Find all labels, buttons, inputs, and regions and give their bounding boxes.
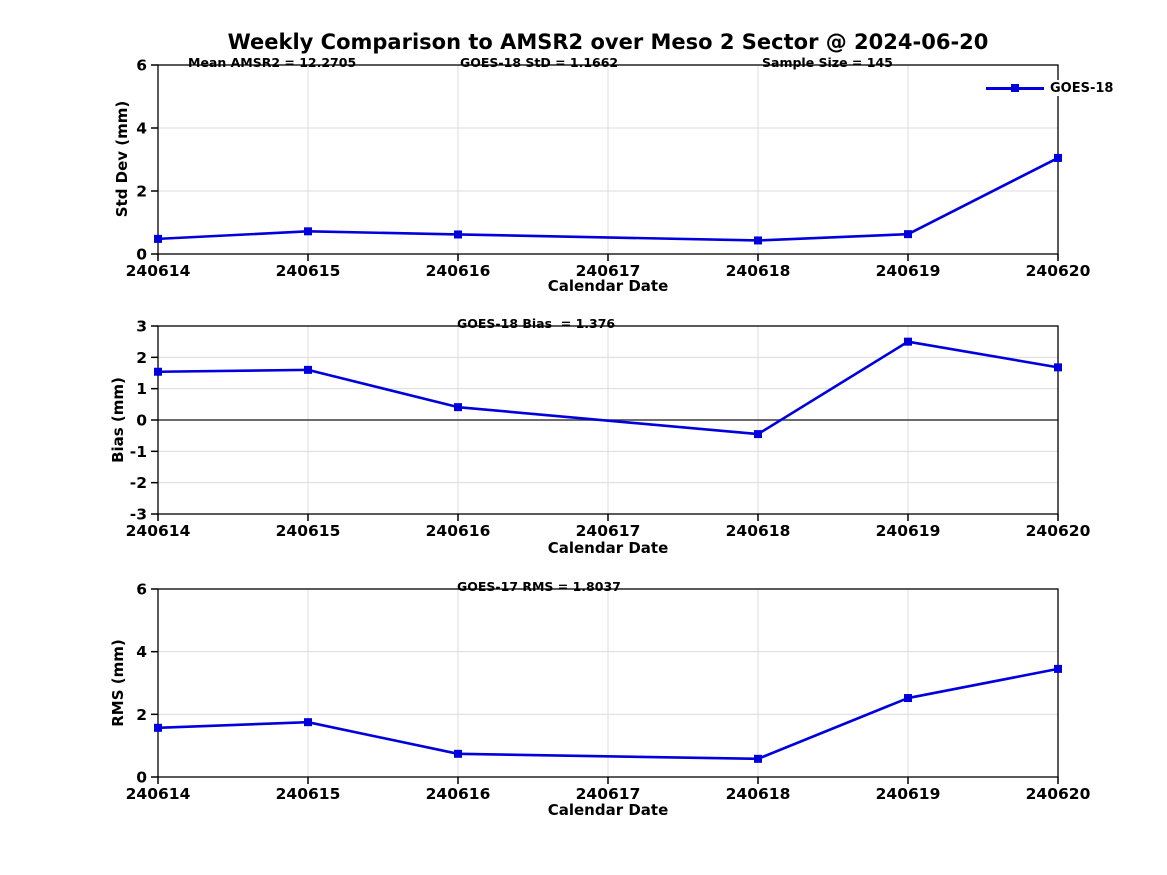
x-tick-label: 240615 — [276, 262, 341, 280]
data-point-marker — [304, 718, 312, 727]
data-line — [157, 156, 1059, 242]
legend: GOES-18 — [986, 80, 1114, 96]
std-dev-y-axis-label: Std Dev (mm) — [113, 100, 131, 218]
y-tick-label: 2 — [136, 183, 147, 201]
data-point-marker — [304, 365, 312, 374]
goes17-rms-annotation: GOES-17 RMS = 1.8037 — [457, 579, 621, 594]
goes18-bias-annotation: GOES-18 Bias = 1.376 — [457, 316, 616, 331]
x-tick-label: 240619 — [876, 262, 941, 280]
x-tick-label: 240615 — [276, 522, 341, 540]
y-tick-label: 4 — [136, 120, 147, 138]
x-tick-label: 240616 — [426, 262, 491, 280]
data-point-marker — [454, 749, 462, 758]
data-point-marker — [154, 367, 162, 376]
data-point-marker — [904, 694, 912, 703]
data-line — [157, 340, 1059, 436]
y-tick-label: -2 — [130, 474, 147, 492]
rms-y-axis-label: RMS (mm) — [109, 639, 127, 727]
x-tick-label: 240617 — [576, 262, 641, 280]
data-point-marker — [454, 230, 462, 239]
x-tick-label: 240614 — [126, 262, 191, 280]
x-tick-label: 240616 — [426, 522, 491, 540]
data-point-marker — [304, 227, 312, 236]
y-tick-label: 1 — [136, 380, 147, 398]
y-tick-label: 2 — [136, 349, 147, 367]
sample-size-annotation: Sample Size = 145 — [762, 55, 893, 70]
x-tick-label: 240614 — [126, 522, 191, 540]
x-tick-label: 240620 — [1026, 522, 1091, 540]
bias-x-axis-label: Calendar Date — [547, 539, 669, 557]
data-point-marker — [1054, 363, 1062, 372]
x-tick-label: 240619 — [876, 522, 941, 540]
y-tick-label: 3 — [136, 318, 147, 336]
data-point-marker — [454, 403, 462, 412]
std-dev-x-axis-label: Calendar Date — [547, 277, 669, 295]
data-point-marker — [904, 337, 912, 346]
goes18-std-annotation: GOES-18 StD = 1.1662 — [460, 55, 619, 70]
data-point-marker — [754, 430, 762, 439]
y-tick-label: 0 — [136, 769, 147, 787]
data-point-marker — [754, 236, 762, 245]
y-tick-label: 0 — [136, 412, 147, 430]
x-tick-label: 240617 — [576, 785, 641, 803]
y-tick-label: 0 — [136, 246, 147, 264]
data-point-marker — [154, 723, 162, 732]
legend-line-marker-icon — [986, 80, 1044, 96]
y-tick-label: 6 — [136, 581, 147, 599]
data-point-marker — [754, 754, 762, 763]
rms-plot: 240614 240615 240616 240617 240618 240619 2406… — [126, 581, 1091, 804]
rms-x-axis-label: Calendar Date — [547, 801, 669, 819]
x-tick-label: 240618 — [726, 785, 791, 803]
x-tick-label: 240614 — [126, 785, 191, 803]
data-point-marker — [1054, 153, 1062, 162]
bias-plot: 240614 240615 240616 240617 240618 240619 2406… — [126, 318, 1091, 541]
x-tick-label: 240618 — [726, 262, 791, 280]
figure-title: Weekly Comparison to AMSR2 over Meso 2 S… — [227, 30, 989, 54]
y-tick-label: 6 — [136, 57, 147, 75]
x-tick-label: 240616 — [426, 785, 491, 803]
data-point-marker — [1054, 664, 1062, 673]
x-tick-label: 240615 — [276, 785, 341, 803]
x-tick-label: 240620 — [1026, 262, 1091, 280]
y-tick-label: -3 — [130, 506, 147, 524]
x-tick-label: 240617 — [576, 522, 641, 540]
data-point-marker — [154, 234, 162, 243]
bias-y-axis-label: Bias (mm) — [109, 377, 127, 463]
x-tick-label: 240620 — [1026, 785, 1091, 803]
mean-amsr2-annotation: Mean AMSR2 = 12.2705 — [188, 55, 357, 70]
y-tick-label: 4 — [136, 643, 147, 661]
legend-series-label: GOES-18 — [1050, 80, 1114, 96]
x-tick-label: 240619 — [876, 785, 941, 803]
x-tick-label: 240618 — [726, 522, 791, 540]
data-line — [157, 667, 1059, 761]
std-dev-plot: 240614 240615 240616 240617 240618 240619 2406… — [126, 57, 1091, 281]
y-tick-label: -1 — [130, 443, 147, 461]
y-tick-label: 2 — [136, 706, 147, 724]
data-point-marker — [904, 230, 912, 239]
